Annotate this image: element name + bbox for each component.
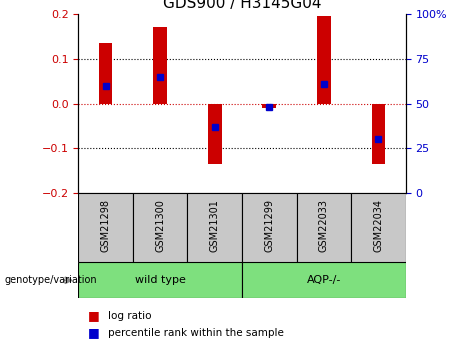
Text: wild type: wild type xyxy=(135,275,186,285)
Text: log ratio: log ratio xyxy=(108,311,152,321)
Text: GSM22034: GSM22034 xyxy=(373,199,384,252)
Bar xyxy=(208,104,222,164)
Bar xyxy=(99,43,112,104)
Text: percentile rank within the sample: percentile rank within the sample xyxy=(108,328,284,338)
Bar xyxy=(296,193,351,262)
Bar xyxy=(133,193,188,262)
Title: GDS900 / H3145G04: GDS900 / H3145G04 xyxy=(163,0,321,11)
Bar xyxy=(262,104,276,108)
Bar xyxy=(317,16,331,104)
Text: GSM21301: GSM21301 xyxy=(210,199,220,252)
Text: genotype/variation: genotype/variation xyxy=(5,275,97,285)
Text: GSM22033: GSM22033 xyxy=(319,199,329,252)
Bar xyxy=(242,193,296,262)
Bar xyxy=(78,262,242,298)
Text: ■: ■ xyxy=(88,309,99,322)
Text: GSM21300: GSM21300 xyxy=(155,199,165,252)
Bar xyxy=(78,193,133,262)
Text: AQP-/-: AQP-/- xyxy=(307,275,341,285)
Bar xyxy=(188,193,242,262)
Text: GSM21299: GSM21299 xyxy=(264,199,274,252)
Bar xyxy=(154,27,167,103)
Bar xyxy=(372,104,385,164)
Bar xyxy=(242,262,406,298)
Bar xyxy=(351,193,406,262)
Text: GSM21298: GSM21298 xyxy=(100,199,111,252)
Text: ■: ■ xyxy=(88,326,99,339)
